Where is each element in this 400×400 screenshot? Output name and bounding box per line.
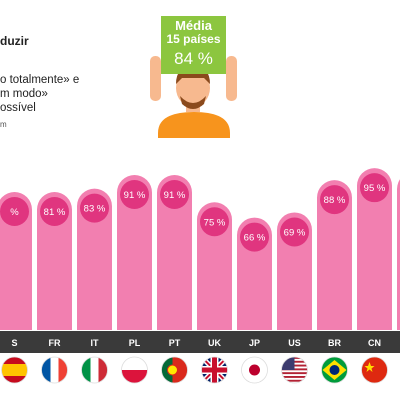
bar-pt [157, 175, 192, 330]
es-flag-icon [1, 356, 28, 384]
fr-flag-icon [41, 356, 68, 384]
data-label: 91 % [124, 190, 146, 201]
data-label-circle [40, 197, 69, 227]
category-label: BR [328, 338, 341, 348]
description-line-1: o totalmente» e [0, 74, 80, 86]
data-labels-group: %81 %83 %91 %91 %75 %66 %69 %88 %95 %93 [0, 173, 389, 252]
data-label-circle [80, 193, 109, 223]
average-sign: Média 15 países 84 % [161, 16, 226, 74]
pl-flag-icon [121, 356, 148, 384]
data-label: 83 % [84, 204, 106, 215]
data-label-circle [160, 180, 189, 209]
category-label: FR [49, 338, 61, 348]
bar-pl [117, 175, 152, 330]
bar-s [0, 192, 32, 330]
data-label: 91 % [164, 190, 186, 201]
bar-br [317, 180, 352, 330]
page-title: duzir [0, 34, 29, 48]
data-label: % [10, 207, 19, 218]
category-label: IT [91, 338, 100, 348]
cn-flag-icon [361, 356, 388, 384]
category-label: JP [249, 338, 260, 348]
person-illustration [150, 56, 237, 138]
data-label: 95 % [364, 183, 386, 194]
source-note: m [0, 120, 7, 129]
data-label: 88 % [324, 195, 346, 206]
category-label: PT [169, 338, 181, 348]
data-label-circle [240, 222, 269, 252]
data-label-circle [320, 185, 349, 215]
data-label-circle [280, 217, 309, 247]
bar-it [77, 188, 112, 330]
it-flag-icon [81, 356, 108, 384]
data-label-circle [120, 180, 149, 209]
bar-cn [357, 168, 392, 330]
description-line-3: ossível [0, 102, 36, 114]
category-label: S [11, 338, 17, 348]
data-label-circle [200, 207, 229, 237]
flags-group [1, 356, 388, 384]
category-label: PL [129, 338, 141, 348]
category-strip [0, 331, 400, 353]
bar-fr [37, 192, 72, 330]
br-flag-icon [321, 356, 348, 384]
category-label: UK [208, 338, 221, 348]
pt-flag-icon [161, 356, 188, 384]
uk-flag-icon [201, 356, 228, 384]
sign-subtitle: 15 países [166, 32, 221, 46]
data-label-circle [360, 173, 389, 203]
bar-uk [197, 202, 232, 330]
data-label: 69 % [284, 227, 306, 238]
sign-value: 84 % [174, 49, 213, 68]
data-label: 75 % [204, 217, 226, 228]
us-flag-icon [281, 356, 308, 384]
jp-flag-icon [241, 356, 268, 384]
category-label: US [288, 338, 301, 348]
data-label: 66 % [244, 233, 266, 244]
sign-title: Média [175, 18, 212, 33]
data-label-circle [0, 197, 29, 227]
bar-m [397, 179, 400, 330]
data-label: 81 % [44, 207, 66, 218]
description-line-2: m modo» [0, 88, 48, 100]
category-label: CN [368, 338, 381, 348]
